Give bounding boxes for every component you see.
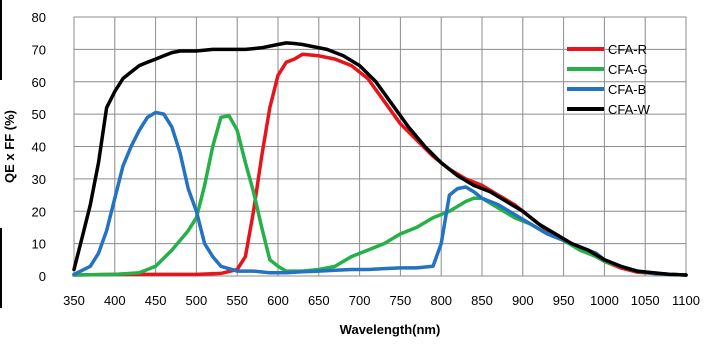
x-tick-label: 1000: [590, 293, 619, 308]
y-tick-label: 60: [32, 75, 46, 90]
y-tick-label: 0: [39, 269, 46, 284]
x-tick-label: 650: [308, 293, 330, 308]
y-axis-ticks: 0 10 20 30 40 50 60 70 80: [32, 10, 46, 284]
y-tick-label: 20: [32, 204, 46, 219]
x-tick-label: 700: [349, 293, 371, 308]
legend-label-cfa-g: CFA-G: [608, 62, 648, 77]
x-tick-label: 500: [186, 293, 208, 308]
left-frame-segment-bottom: [0, 228, 2, 308]
legend-label-cfa-b: CFA-B: [608, 82, 646, 97]
x-tick-label: 450: [145, 293, 167, 308]
legend-label-cfa-w: CFA-W: [608, 102, 651, 117]
x-tick-label: 1100: [672, 293, 700, 308]
x-tick-label: 950: [553, 293, 575, 308]
x-tick-label: 1050: [631, 293, 660, 308]
y-tick-label: 30: [32, 172, 46, 187]
plot-area-frame: [73, 16, 687, 277]
legend-label-cfa-r: CFA-R: [608, 42, 647, 57]
x-tick-label: 600: [267, 293, 289, 308]
series-line-cfa-g: [72, 113, 688, 277]
y-tick-label: 50: [32, 107, 46, 122]
y-axis-title: QE x FF (%): [2, 110, 17, 183]
y-tick-label: 40: [32, 140, 46, 155]
y-tick-label: 80: [32, 10, 46, 25]
legend: CFA-R CFA-G CFA-B CFA-W: [567, 42, 651, 117]
series-line-cfa-b: [72, 110, 688, 277]
x-tick-label: 750: [390, 293, 412, 308]
x-tick-label: 350: [63, 293, 85, 308]
x-tick-label: 400: [104, 293, 126, 308]
x-tick-label: 550: [226, 293, 248, 308]
x-axis-ticks: 350 400 450 500 550 600 650 700 750 800 850 900 950 1…: [63, 293, 700, 308]
series-group: [72, 41, 688, 277]
y-tick-label: 10: [32, 237, 46, 252]
y-tick-label: 70: [32, 42, 46, 57]
x-tick-label: 800: [430, 293, 452, 308]
series-line-cfa-w: [72, 41, 688, 277]
x-tick-label: 900: [512, 293, 534, 308]
x-axis-title: Wavelength(nm): [340, 322, 441, 337]
left-frame-segment-top: [0, 0, 2, 80]
x-tick-label: 850: [471, 293, 493, 308]
